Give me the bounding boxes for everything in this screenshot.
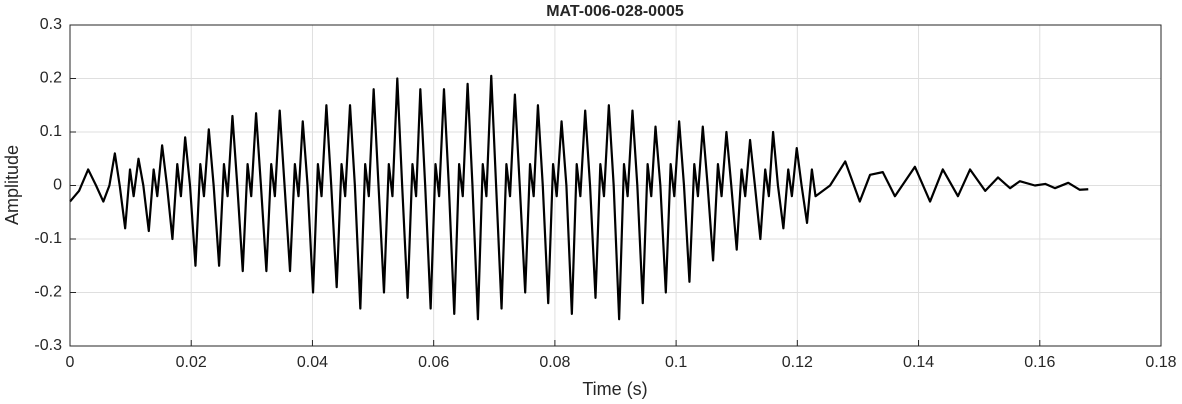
y-tick-label: 0 <box>53 177 62 194</box>
x-tick-label: 0.12 <box>782 354 813 371</box>
x-tick-label: 0.16 <box>1024 354 1055 371</box>
y-tick-label: -0.2 <box>34 284 62 301</box>
y-tick-label: -0.3 <box>34 337 62 354</box>
x-tick-label: 0.06 <box>418 354 449 371</box>
x-tick-label: 0 <box>66 354 75 371</box>
x-tick-label: 0.1 <box>665 354 687 371</box>
y-tick-label: 0.1 <box>40 123 62 140</box>
x-axis-label: Time (s) <box>582 379 647 399</box>
x-tick-label: 0.04 <box>297 354 328 371</box>
y-tick-label: 0.2 <box>40 70 62 87</box>
x-tick-label: 0.14 <box>903 354 934 371</box>
axes-box <box>69 24 1162 347</box>
x-tick-label: 0.02 <box>176 354 207 371</box>
waveform-line <box>69 74 1089 321</box>
y-tick-label: -0.1 <box>34 230 62 247</box>
chart-title: MAT-006-028-0005 <box>546 3 684 20</box>
y-axis-label: Amplitude <box>2 145 22 225</box>
y-tick-label: 0.3 <box>40 16 62 33</box>
x-tick-label: 0.08 <box>539 354 570 371</box>
x-tick-label: 0.18 <box>1145 354 1176 371</box>
